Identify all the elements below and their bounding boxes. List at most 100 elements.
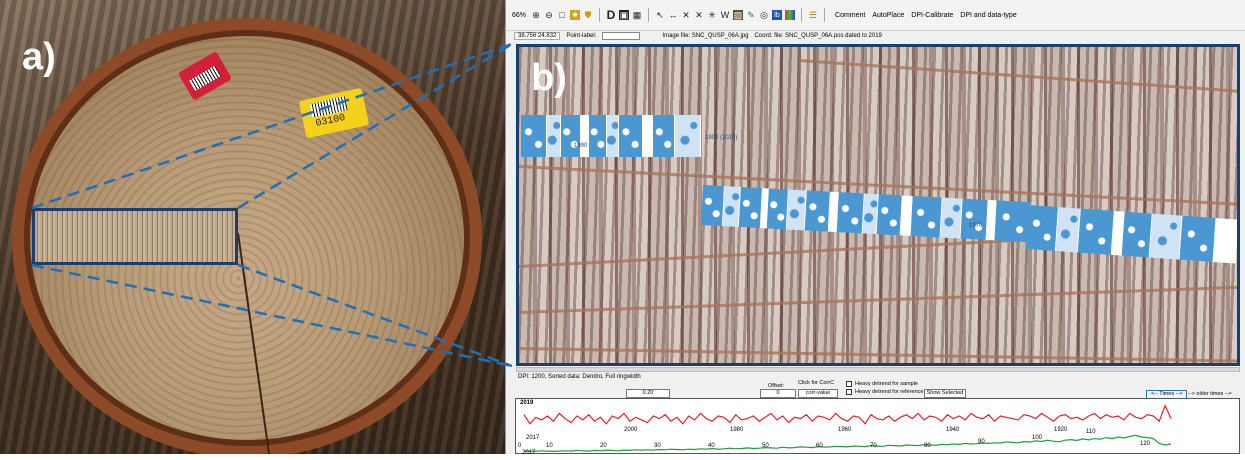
ring-marker — [589, 115, 607, 157]
green-index-label: 120 — [1140, 441, 1151, 447]
strip-1-end-label: 1990 (2019) — [705, 135, 738, 141]
checkbox-icon[interactable] — [846, 389, 852, 395]
show-selected-button[interactable]: Show Selected — [924, 389, 966, 398]
green-index-label: 90 — [978, 439, 985, 445]
ring-marker — [1055, 207, 1081, 253]
toolbar-separator — [648, 8, 650, 22]
wood-ray — [798, 59, 1237, 95]
ring-width-graph[interactable]: 2019 2017 2017 2000 1980 1960 1940 1920 … — [515, 398, 1240, 456]
ring-marker — [1213, 218, 1237, 264]
toolbar: 66% ⊕ ⊖ □ ✷ ⛊ D ▣ ▦ ↖ ↔ ✕ ✕ ✳ W ▨ ✎ ◎ lb… — [506, 0, 1245, 31]
ring-marker — [910, 195, 943, 238]
palette-icon[interactable] — [785, 10, 796, 20]
red-year-label: 1920 — [1054, 427, 1068, 433]
ring-marker — [643, 115, 653, 157]
save-icon[interactable]: ▣ — [619, 9, 630, 20]
status-bar: 38.756 24.832 Point-label: Image file: S… — [506, 31, 1245, 41]
image-icon[interactable]: ▨ — [733, 9, 744, 20]
heavy-detrend-reference-label: Heavy detrend for reference — [855, 389, 924, 395]
pencil-icon[interactable]: ✎ — [747, 9, 755, 20]
panel-label-b: b) — [531, 57, 567, 99]
ring-marker — [876, 194, 903, 236]
red-year-label: 1960 — [838, 427, 852, 433]
w-tool[interactable]: W — [720, 9, 730, 20]
zoom-out-icon[interactable]: ⊖ — [545, 9, 553, 20]
value-box[interactable]: 0.20 — [626, 389, 670, 398]
ring-marker — [738, 186, 763, 229]
coord-file-label: Coord. file: SNC_QUSP_06A.pos dated to 2… — [754, 33, 882, 39]
ring-strip-3 — [1025, 205, 1237, 264]
dendro-button[interactable]: D — [606, 8, 616, 22]
toolbar-separator — [599, 8, 601, 22]
horizontal-scrollbar[interactable] — [516, 367, 1240, 372]
ring-marker — [960, 198, 989, 240]
green-index-label: 60 — [816, 443, 823, 449]
lb-button[interactable]: lb — [772, 10, 783, 20]
green-index-label: 110 — [1086, 429, 1096, 435]
wood-micrograph[interactable]: 1990 1990 (2019) — [516, 44, 1240, 366]
wood-ray — [519, 347, 1237, 363]
heavy-detrend-sample-checkbox[interactable]: Heavy detrend for sample — [846, 381, 918, 387]
green-index-label: 20 — [600, 443, 607, 449]
list-icon[interactable]: ☰ — [808, 9, 818, 20]
green-index-label: 30 — [654, 443, 661, 449]
green-index-label: 80 — [924, 443, 931, 449]
frame-icon[interactable]: □ — [559, 9, 565, 20]
cross-icon[interactable]: ✕ — [682, 9, 690, 20]
green-index-label: 0 — [518, 443, 522, 449]
point-label-input[interactable] — [602, 32, 641, 40]
red-ring-width-series — [523, 404, 1172, 425]
panel-label-a: a) — [22, 36, 56, 78]
menu-dpi-data-type[interactable]: DPI and data-type — [960, 11, 1017, 19]
target-icon[interactable]: ◎ — [760, 9, 768, 20]
menu-autoplace[interactable]: AutoPlace — [872, 11, 905, 19]
ring-marker — [1149, 213, 1183, 260]
strip-1-year: 1990 — [574, 143, 588, 149]
ring-marker — [836, 192, 865, 234]
heavy-detrend-reference-checkbox[interactable]: Heavy detrend for reference — [846, 389, 923, 395]
graph-canvas — [523, 404, 1172, 453]
ring-marker — [940, 197, 963, 239]
heavy-detrend-sample-label: Heavy detrend for sample — [855, 381, 918, 387]
checkbox-icon[interactable] — [846, 381, 852, 387]
point-label: Point-label: — [566, 33, 597, 39]
zoom-in-icon[interactable]: ⊕ — [532, 9, 540, 20]
bottom-year-label: 2017 — [522, 450, 536, 456]
green-index-label: 50 — [762, 443, 769, 449]
green-index-label: 100 — [1032, 435, 1043, 441]
ring-marker — [675, 115, 701, 157]
grid-icon[interactable]: ▦ — [632, 9, 642, 20]
menu-comment[interactable]: Comment — [835, 11, 866, 19]
star-icon[interactable]: ✳ — [708, 9, 716, 20]
offset-label: Offset: — [768, 383, 785, 389]
ring-marker — [653, 115, 675, 157]
ring-marker — [581, 115, 589, 157]
top-year-label: 2019 — [520, 400, 534, 406]
pointer-icon[interactable]: ↖ — [656, 9, 664, 20]
red-year-label: 2000 — [624, 427, 638, 433]
ring-marker — [786, 189, 807, 231]
move-icon[interactable]: ↔ — [668, 9, 678, 20]
menu-dpi-calibrate[interactable]: DPI-Calibrate — [911, 11, 954, 19]
ring-marker — [766, 188, 789, 230]
cross-alt-icon[interactable]: ✕ — [695, 9, 703, 20]
sample-region-box — [32, 208, 238, 265]
ring-marker — [1025, 205, 1059, 251]
green-index-label: 10 — [546, 443, 553, 449]
corr-value-button[interactable]: corr-value — [798, 389, 838, 398]
shield-icon[interactable]: ⛊ — [584, 9, 592, 20]
ring-marker — [804, 190, 831, 232]
click-for-corr-label: Click for CorrC — [798, 380, 835, 386]
log-photo: 03100 a) — [0, 0, 505, 454]
dpi-sort-info: DPI: 1200, Sorted data: Dendro, Full rin… — [518, 374, 641, 380]
ring-marker — [1077, 208, 1115, 255]
offset-stepper[interactable]: 0 — [760, 389, 796, 398]
red-year-label: 1940 — [946, 427, 960, 433]
ring-marker — [607, 115, 619, 157]
image-file-label: Image file: SNC_QUSP_06A.jpg — [662, 33, 749, 39]
ring-marker — [1179, 215, 1217, 263]
sun-icon[interactable]: ✷ — [570, 9, 581, 20]
zoom-level: 66% — [512, 11, 527, 19]
graph-controls: 0.20 Offset: 0 Click for CorrC corr-valu… — [506, 380, 1245, 399]
ring-strip-1 — [521, 115, 701, 157]
